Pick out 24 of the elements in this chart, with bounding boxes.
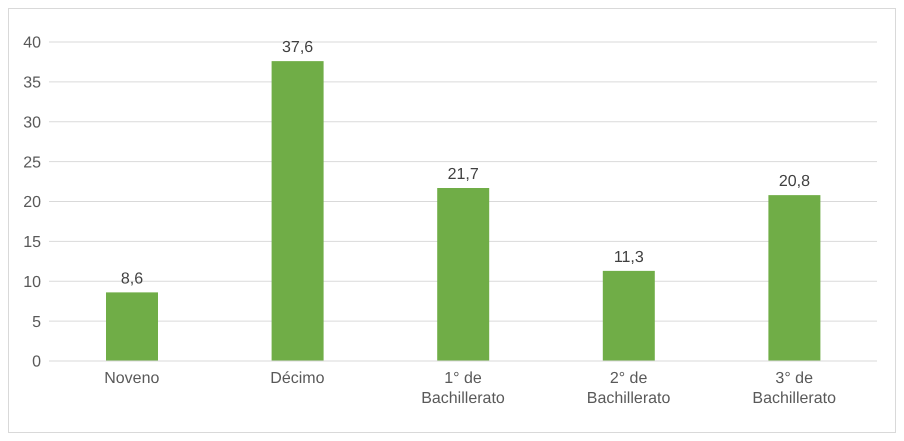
y-tick-label: 40 (23, 34, 42, 52)
x-tick-label: 3° de Bachillerato (752, 370, 836, 407)
y-tick-label: 30 (23, 114, 42, 132)
y-tick-label: 10 (23, 274, 42, 291)
x-tick-label: 2° de Bachillerato (586, 370, 670, 407)
x-tick-label: Décimo (270, 370, 325, 387)
data-label: 20,8 (778, 173, 810, 190)
bar (106, 292, 158, 361)
y-tick-label: 35 (23, 74, 42, 92)
y-tick-label: 25 (23, 154, 42, 172)
bar (768, 195, 820, 361)
bar (272, 61, 324, 361)
y-tick-label: 5 (32, 314, 42, 331)
data-label: 11,3 (614, 248, 644, 266)
y-tick-label: 15 (23, 234, 42, 252)
bar (437, 188, 490, 361)
data-label: 8,6 (120, 270, 144, 288)
x-tick-label: 1° de Bachillerato (421, 370, 505, 407)
bar (602, 270, 655, 361)
x-tick-label: Noveno (104, 370, 160, 387)
y-tick-label: 0 (32, 354, 42, 371)
data-label: 21,7 (448, 166, 479, 183)
data-label: 37,6 (282, 39, 314, 56)
y-tick-label: 20 (23, 194, 42, 212)
